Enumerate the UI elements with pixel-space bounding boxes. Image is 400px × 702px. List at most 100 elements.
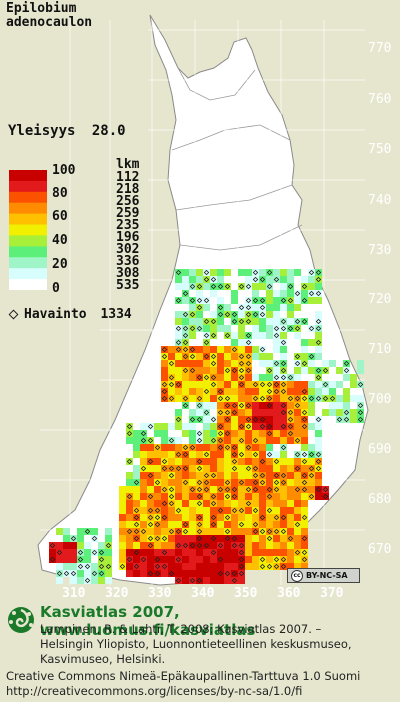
observation-marker: [238, 304, 245, 311]
grid-cell: [161, 507, 168, 514]
observation-marker: [182, 521, 189, 528]
grid-cell: [203, 556, 210, 563]
grid-cell: [168, 535, 175, 542]
grid-cell: [287, 276, 294, 283]
grid-cell: [147, 563, 154, 570]
grid-cell: [280, 542, 287, 549]
grid-cell: [280, 479, 287, 486]
observation-marker: [182, 311, 189, 318]
observation-marker: [196, 374, 203, 381]
grid-cell: [280, 332, 287, 339]
grid-cell: [126, 514, 133, 521]
grid-cell: [322, 409, 329, 416]
grid-cell: [280, 521, 287, 528]
grid-cell: [266, 528, 273, 535]
grid-cell: [252, 542, 259, 549]
grid-cell: [77, 535, 84, 542]
observation-marker: [210, 360, 217, 367]
observation-marker: [224, 514, 231, 521]
grid-cell: [266, 283, 273, 290]
observation-marker: [224, 402, 231, 409]
grid-cell: [182, 297, 189, 304]
grid-cell: [273, 486, 280, 493]
grid-cell: [189, 458, 196, 465]
grid-cell: [126, 472, 133, 479]
grid-cell: [238, 500, 245, 507]
grid-cell: [245, 535, 252, 542]
grid-cell: [175, 339, 182, 346]
grid-cell: [217, 318, 224, 325]
observation-marker: [175, 528, 182, 535]
observation-marker: [196, 542, 203, 549]
cc-license-badge[interactable]: cc BY-NC-SA: [287, 568, 360, 583]
grid-cell: [231, 332, 238, 339]
observation-marker: [315, 395, 322, 402]
grid-cell: [245, 388, 252, 395]
grid-cell: [182, 276, 189, 283]
observation-marker: [224, 535, 231, 542]
grid-cell: [196, 395, 203, 402]
x-tick-360: 360: [277, 586, 301, 601]
grid-cell: [182, 367, 189, 374]
grid-cell: [273, 493, 280, 500]
grid-cell: [266, 563, 273, 570]
observation-marker: [273, 374, 280, 381]
license-line-2[interactable]: http://creativecommons.org/licenses/by-n…: [6, 684, 303, 698]
observation-marker: [280, 318, 287, 325]
grid-cell: [287, 297, 294, 304]
grid-cell: [189, 269, 196, 276]
grid-cell: [273, 290, 280, 297]
grid-cell: [245, 542, 252, 549]
grid-cell: [245, 346, 252, 353]
observation-marker: [56, 570, 63, 577]
observation-marker: [189, 353, 196, 360]
observation-marker: [238, 507, 245, 514]
grid-cell: [280, 549, 287, 556]
grid-cell: [196, 542, 203, 549]
grid-cell: [63, 563, 70, 570]
grid-cell: [287, 416, 294, 423]
grid-cell: [224, 346, 231, 353]
grid-cell: [280, 430, 287, 437]
grid-cell: [189, 514, 196, 521]
legend-count-4: 259: [116, 206, 140, 221]
observation-marker: [238, 542, 245, 549]
grid-cell: [217, 297, 224, 304]
grid-cell: [189, 570, 196, 577]
grid-cell: [259, 458, 266, 465]
observation-marker: [210, 549, 217, 556]
observation-marker: [266, 381, 273, 388]
observation-marker: [140, 430, 147, 437]
grid-cell: [189, 528, 196, 535]
grid-cell: [231, 395, 238, 402]
observation-marker: [168, 465, 175, 472]
grid-cell: [266, 472, 273, 479]
grid-cell: [224, 458, 231, 465]
observation-marker: [266, 486, 273, 493]
observation-marker: [63, 570, 70, 577]
grid-cell: [280, 297, 287, 304]
grid-cell: [210, 521, 217, 528]
grid-cell: [350, 374, 357, 381]
grid-cell: [238, 416, 245, 423]
grid-cell: [252, 479, 259, 486]
grid-cell: [175, 451, 182, 458]
observation-marker: [147, 542, 154, 549]
observation-marker: [266, 395, 273, 402]
grid-cell: [308, 472, 315, 479]
grid-cell: [231, 388, 238, 395]
grid-cell: [175, 472, 182, 479]
observation-marker: [182, 290, 189, 297]
grid-cell: [301, 290, 308, 297]
site-title[interactable]: Kasviatlas 2007, www.luomus.fi/kasviatla…: [40, 603, 256, 639]
observation-marker: [315, 416, 322, 423]
grid-cell: [266, 402, 273, 409]
grid-cell: [203, 486, 210, 493]
observation-marker: [98, 570, 105, 577]
grid-cell: [196, 549, 203, 556]
grid-cell: [224, 535, 231, 542]
grid-cell: [273, 465, 280, 472]
grid-cell: [203, 367, 210, 374]
observation-marker: [231, 346, 238, 353]
grid-cell: [266, 388, 273, 395]
